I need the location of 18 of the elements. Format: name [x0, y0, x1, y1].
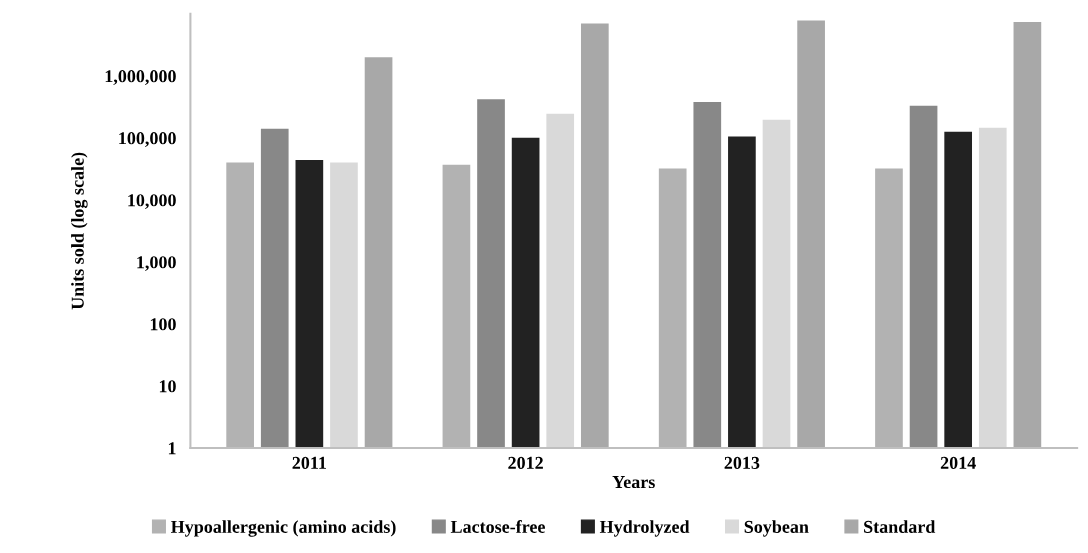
- legend-label: Standard: [864, 520, 936, 533]
- y-tick-label: 10,000: [128, 194, 176, 209]
- y-axis-title: Units sold (log scale): [71, 152, 88, 310]
- legend-label: Soybean: [744, 520, 809, 537]
- y-tick-label: 1,000: [137, 256, 176, 271]
- y-tick-label: 1: [168, 442, 176, 455]
- x-tick-label: 2013: [724, 456, 760, 469]
- y-tick-label: 1,000,000: [105, 70, 176, 85]
- legend-label: Hydrolyzed: [599, 520, 690, 537]
- y-tick-label: 10: [159, 380, 176, 393]
- x-tick-label: 2012: [508, 456, 543, 469]
- x-axis-title: Years: [612, 476, 655, 489]
- legend-label: Lactose-free: [450, 520, 545, 533]
- x-tick-label: 2014: [940, 456, 976, 469]
- y-tick-label: 100: [150, 318, 176, 331]
- legend-label: Hypoallergenic (amino acids): [170, 520, 396, 537]
- y-tick-label: 100,000: [119, 132, 176, 147]
- x-tick-label: 2011: [292, 456, 326, 469]
